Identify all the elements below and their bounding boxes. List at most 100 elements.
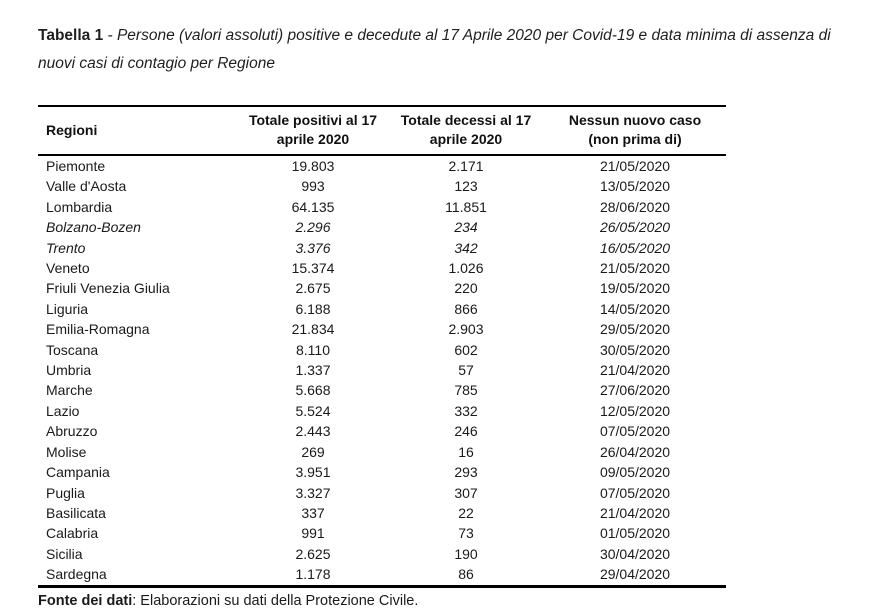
- region-cell: Basilicata: [46, 504, 106, 521]
- region-cell: Toscana: [46, 341, 99, 358]
- positives-cell: 337: [301, 504, 325, 521]
- no-new-case-date-cell: 14/05/2020: [599, 300, 671, 317]
- no-new-case-date-cell: 12/05/2020: [599, 402, 671, 419]
- deaths-cell: 332: [454, 402, 478, 419]
- positives-cell: 19.803: [291, 158, 335, 174]
- positives-cell: 1.337: [295, 362, 331, 379]
- deaths-cell: 246: [454, 423, 478, 440]
- region-cell: Sicilia: [46, 545, 83, 562]
- table-header: Regioni Totale positivi al 17 aprile 202…: [38, 106, 726, 156]
- region-cell: Veneto: [46, 260, 90, 277]
- region-cell: Friuli Venezia Giulia: [46, 280, 170, 297]
- region-cell: Lazio: [46, 402, 80, 419]
- table-row: Emilia-Romagna 21.834 2.903 29/05/2020: [38, 319, 726, 339]
- no-new-case-date-cell: 19/05/2020: [599, 280, 671, 297]
- table-row: Lazio 5.524 332 12/05/2020: [38, 401, 726, 421]
- column-header-totale-positivi: Totale positivi al 17 aprile 2020: [238, 106, 388, 156]
- deaths-cell: 123: [454, 178, 478, 195]
- positives-cell: 1.178: [295, 566, 331, 583]
- table-row: Liguria 6.188 866 14/05/2020: [38, 299, 726, 319]
- region-cell: Marche: [46, 382, 93, 399]
- deaths-cell: 16: [458, 443, 474, 460]
- positives-cell: 2.443: [295, 423, 331, 440]
- column-header-totale-decessi-line2: aprile 2020: [429, 131, 503, 147]
- table-title-label: Tabella 1: [38, 27, 104, 44]
- positives-cell: 6.188: [295, 300, 331, 317]
- column-header-nessun-nuovo-caso-line1: Nessun nuovo caso: [568, 112, 702, 128]
- data-source-text: : Elaborazioni su dati della Protezione …: [132, 592, 419, 609]
- column-header-regioni: Regioni: [38, 106, 238, 156]
- positives-cell: 3.376: [295, 239, 331, 256]
- positives-cell: 8.110: [296, 341, 330, 358]
- table-row: Toscana 8.110 602 30/05/2020: [38, 340, 726, 360]
- deaths-cell: 602: [454, 341, 478, 358]
- table-row: Veneto 15.374 1.026 21/05/2020: [38, 258, 726, 278]
- deaths-cell: 785: [454, 382, 478, 399]
- no-new-case-date-cell: 21/05/2020: [599, 260, 671, 277]
- column-header-totale-positivi-line2: aprile 2020: [276, 131, 350, 147]
- data-source-label: Fonte dei dati: [38, 592, 133, 609]
- column-header-totale-decessi: Totale decessi al 17 aprile 2020: [388, 106, 544, 156]
- no-new-case-date-cell: 07/05/2020: [599, 423, 671, 440]
- region-cell: Piemonte: [46, 158, 106, 174]
- region-cell: Umbria: [46, 362, 92, 379]
- no-new-case-date-cell: 13/05/2020: [599, 178, 671, 195]
- positives-cell: 991: [301, 525, 325, 542]
- region-cell: Lombardia: [46, 198, 113, 215]
- table-row: Umbria 1.337 57 21/04/2020: [38, 360, 726, 380]
- table-row: Valle d'Aosta 993 123 13/05/2020: [38, 176, 726, 196]
- column-header-totale-decessi-line1: Totale decessi al 17: [400, 112, 532, 128]
- table-row: Marche 5.668 785 27/06/2020: [38, 380, 726, 400]
- deaths-cell: 342: [454, 239, 478, 256]
- no-new-case-date-cell: 07/05/2020: [599, 484, 671, 501]
- positives-cell: 5.668: [295, 382, 331, 399]
- region-cell: Molise: [46, 443, 87, 460]
- deaths-cell: 2.171: [448, 158, 484, 174]
- table-row: Lombardia 64.135 11.851 28/06/2020: [38, 197, 726, 217]
- deaths-cell: 57: [458, 362, 474, 379]
- data-source-note: Fonte dei dati: Elaborazioni su dati del…: [38, 591, 837, 611]
- no-new-case-date-cell: 30/05/2020: [599, 341, 671, 358]
- table-row: Molise 269 16 26/04/2020: [38, 442, 726, 462]
- no-new-case-date-cell: 21/05/2020: [599, 158, 671, 174]
- table-row: Calabria 991 73 01/05/2020: [38, 523, 726, 543]
- regions-table: Regioni Totale positivi al 17 aprile 202…: [38, 105, 726, 588]
- positives-cell: 2.296: [295, 219, 331, 236]
- no-new-case-date-cell: 21/04/2020: [599, 504, 671, 521]
- deaths-cell: 190: [454, 545, 478, 562]
- positives-cell: 64.135: [291, 198, 335, 215]
- positives-cell: 21.834: [291, 321, 335, 338]
- table-row: Sardegna 1.178 86 29/04/2020: [38, 564, 726, 586]
- no-new-case-date-cell: 16/05/2020: [599, 239, 671, 256]
- table-title: Tabella 1 - Persone (valori assoluti) po…: [38, 22, 837, 78]
- table-row: Trento 3.376 342 16/05/2020: [38, 238, 726, 258]
- column-header-regioni-label: Regioni: [46, 121, 98, 138]
- region-cell: Abruzzo: [46, 423, 98, 440]
- no-new-case-date-cell: 21/04/2020: [599, 362, 671, 379]
- header-row: Regioni Totale positivi al 17 aprile 202…: [38, 106, 726, 156]
- region-cell: Bolzano-Bozen: [46, 219, 141, 236]
- region-cell: Emilia-Romagna: [46, 321, 150, 338]
- no-new-case-date-cell: 27/06/2020: [599, 382, 671, 399]
- table-row: Abruzzo 2.443 246 07/05/2020: [38, 421, 726, 441]
- positives-cell: 15.374: [291, 260, 335, 277]
- positives-cell: 5.524: [295, 402, 331, 419]
- positives-cell: 3.327: [295, 484, 331, 501]
- positives-cell: 993: [301, 178, 325, 195]
- no-new-case-date-cell: 30/04/2020: [599, 545, 671, 562]
- no-new-case-date-cell: 01/05/2020: [599, 525, 671, 542]
- deaths-cell: 73: [458, 525, 474, 542]
- no-new-case-date-cell: 29/04/2020: [599, 566, 671, 583]
- no-new-case-date-cell: 26/05/2020: [599, 219, 671, 236]
- deaths-cell: 234: [454, 219, 478, 236]
- region-cell: Puglia: [46, 484, 85, 501]
- table-row: Friuli Venezia Giulia 2.675 220 19/05/20…: [38, 278, 726, 298]
- region-cell: Valle d'Aosta: [46, 178, 127, 195]
- region-cell: Sardegna: [46, 566, 107, 583]
- no-new-case-date-cell: 26/04/2020: [599, 443, 671, 460]
- region-cell: Calabria: [46, 525, 99, 542]
- deaths-cell: 1.026: [448, 260, 484, 277]
- no-new-case-date-cell: 29/05/2020: [599, 321, 671, 338]
- positives-cell: 2.675: [295, 280, 331, 297]
- positives-cell: 269: [301, 443, 325, 460]
